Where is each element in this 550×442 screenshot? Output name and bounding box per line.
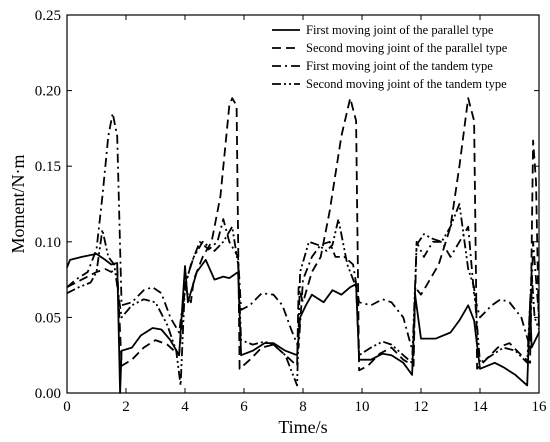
x-tick-label: 6 xyxy=(240,399,248,415)
x-tick-label: 4 xyxy=(181,399,189,415)
x-tick-label: 12 xyxy=(414,399,429,415)
x-axis-title: Time/s xyxy=(278,417,327,437)
x-tick-label: 8 xyxy=(299,399,307,415)
legend-label: First moving joint of the parallel type xyxy=(306,23,494,37)
series-line-2 xyxy=(66,97,540,372)
y-axis-title: Moment/N·m xyxy=(8,155,28,254)
series-layer xyxy=(66,97,540,394)
x-tick-label: 16 xyxy=(532,399,548,415)
x-tick-label: 0 xyxy=(63,399,71,415)
y-tick-label: 0.15 xyxy=(35,159,61,175)
y-tick-label: 0.10 xyxy=(35,235,61,251)
x-tick-label: 14 xyxy=(473,399,489,415)
legend-label: Second moving joint of the parallel type xyxy=(306,41,508,55)
plot-frame xyxy=(66,14,540,394)
x-tick-label: 2 xyxy=(122,399,130,415)
legend-label: Second moving joint of the tandem type xyxy=(306,77,507,91)
tick-layer: 0 2 4 6 8 10 12 14 16 0.00 0.05 0.10 0.15 0.20 0.25 xyxy=(35,8,547,415)
y-tick-label: 0.25 xyxy=(35,8,61,24)
y-tick-label: 0.05 xyxy=(35,310,61,326)
series-line-4 xyxy=(66,203,540,387)
x-tick-label: 10 xyxy=(355,399,370,415)
legend-label: First moving joint of the tandem type xyxy=(306,59,493,73)
y-tick-label: 0.00 xyxy=(35,386,61,402)
y-tick-label: 0.20 xyxy=(35,84,61,100)
legend: First moving joint of the parallel type S… xyxy=(272,23,508,91)
